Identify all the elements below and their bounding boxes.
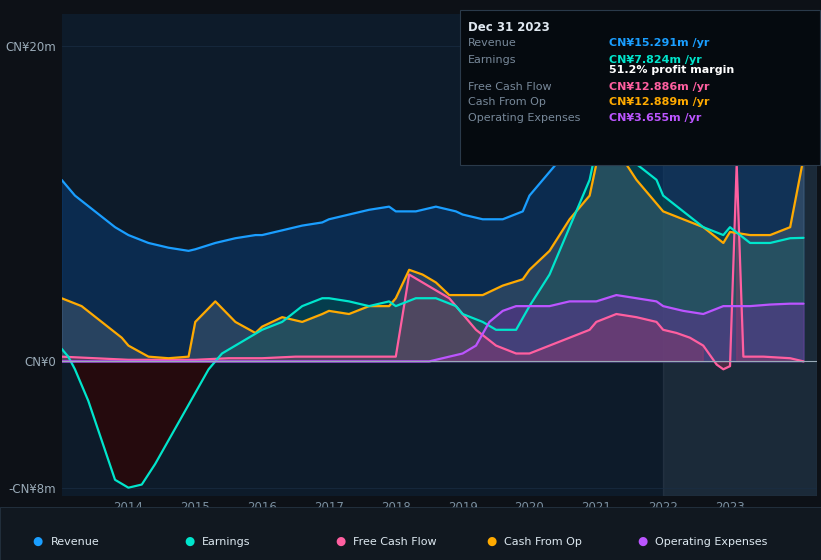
Text: Revenue: Revenue — [468, 38, 517, 48]
Text: Free Cash Flow: Free Cash Flow — [353, 536, 437, 547]
Text: Operating Expenses: Operating Expenses — [655, 536, 768, 547]
Text: 51.2% profit margin: 51.2% profit margin — [609, 65, 735, 74]
Text: ●: ● — [184, 535, 194, 548]
Text: Cash From Op: Cash From Op — [468, 97, 546, 107]
Text: ●: ● — [637, 535, 647, 548]
Text: Operating Expenses: Operating Expenses — [468, 113, 580, 123]
Bar — [663, 14, 817, 496]
Text: Dec 31 2023: Dec 31 2023 — [468, 21, 550, 34]
Text: ●: ● — [335, 535, 345, 548]
Text: Earnings: Earnings — [468, 55, 516, 64]
Text: ●: ● — [486, 535, 496, 548]
Text: CN¥15.291m /yr: CN¥15.291m /yr — [609, 38, 710, 48]
Text: Free Cash Flow: Free Cash Flow — [468, 82, 552, 91]
Text: ●: ● — [33, 535, 43, 548]
Text: Cash From Op: Cash From Op — [504, 536, 582, 547]
Text: Earnings: Earnings — [202, 536, 250, 547]
Text: CN¥3.655m /yr: CN¥3.655m /yr — [609, 113, 702, 123]
Text: Revenue: Revenue — [51, 536, 99, 547]
Text: CN¥12.889m /yr: CN¥12.889m /yr — [609, 97, 710, 107]
Text: CN¥7.824m /yr: CN¥7.824m /yr — [609, 55, 702, 64]
Text: CN¥12.886m /yr: CN¥12.886m /yr — [609, 82, 710, 91]
